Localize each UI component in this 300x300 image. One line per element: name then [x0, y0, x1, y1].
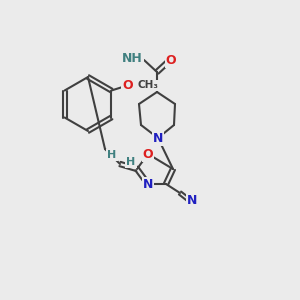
Text: NH: NH [122, 52, 143, 65]
Text: H: H [126, 157, 136, 167]
Text: N: N [187, 194, 197, 208]
Text: H: H [107, 150, 117, 160]
Text: O: O [143, 148, 153, 160]
Text: N: N [143, 178, 153, 190]
Text: O: O [166, 53, 176, 67]
Text: CH₃: CH₃ [137, 80, 158, 91]
Text: N: N [153, 131, 163, 145]
Text: O: O [122, 79, 133, 92]
